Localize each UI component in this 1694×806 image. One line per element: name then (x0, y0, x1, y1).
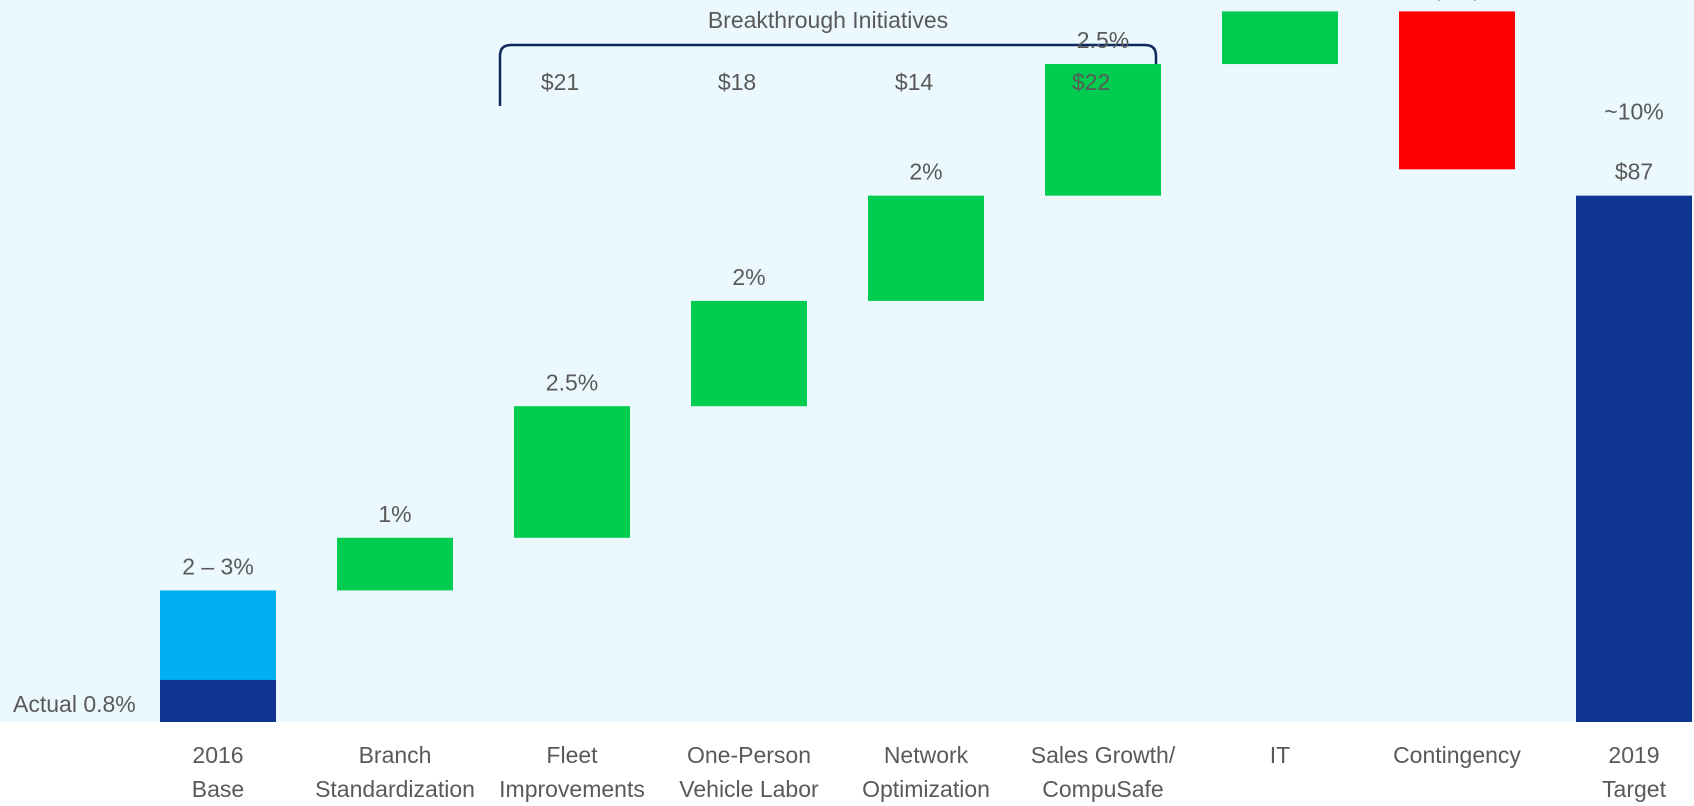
x-tick-label: Improvements (499, 776, 645, 802)
x-tick-label: Optimization (862, 776, 990, 802)
x-tick-label: Branch (359, 742, 432, 768)
x-tick-label: Base (192, 776, 244, 802)
step-bar (1399, 11, 1515, 170)
actual-bar (160, 679, 276, 722)
value-label: 1% (378, 501, 411, 527)
step-bar (1222, 11, 1338, 65)
value-label: 2% (732, 264, 765, 290)
initiative-label: $22 (1072, 69, 1110, 95)
initiative-label: $14 (895, 69, 934, 95)
x-tick-label: Contingency (1393, 742, 1521, 768)
step-bar (514, 406, 630, 538)
value-label: 2 – 3% (182, 553, 254, 579)
value-label: 2.5% (546, 369, 598, 395)
x-tick-label: 2016 (192, 742, 243, 768)
x-tick-label: Target (1602, 776, 1667, 802)
total-bar (1576, 195, 1692, 723)
x-tick-label: CompuSafe (1042, 776, 1163, 802)
x-tick-label: One-Person (687, 742, 811, 768)
x-tick-label: Vehicle Labor (679, 776, 819, 802)
x-tick-label: Standardization (315, 776, 475, 802)
value-label: 2.5% (1077, 27, 1129, 53)
initiatives-bracket (498, 43, 1158, 106)
initiative-label: $21 (541, 69, 579, 95)
initiatives-title: Breakthrough Initiatives (708, 7, 948, 33)
actual-label: Actual 0.8% (13, 691, 136, 717)
step-bar (337, 537, 453, 591)
initiative-label: $18 (718, 69, 756, 95)
x-tick-label: Sales Growth/ (1031, 742, 1176, 768)
x-tick-label: Fleet (546, 742, 598, 768)
value-label: 2% (909, 159, 942, 185)
step-bar (691, 300, 807, 407)
step-bar (1045, 64, 1161, 196)
x-tick-label: Network (884, 742, 969, 768)
x-tick-label: IT (1270, 742, 1290, 768)
value-label: ~10% (1604, 99, 1663, 125)
total-dollar-label: $87 (1615, 159, 1653, 185)
x-tick-label: 2019 (1608, 742, 1659, 768)
step-bar (868, 195, 984, 301)
